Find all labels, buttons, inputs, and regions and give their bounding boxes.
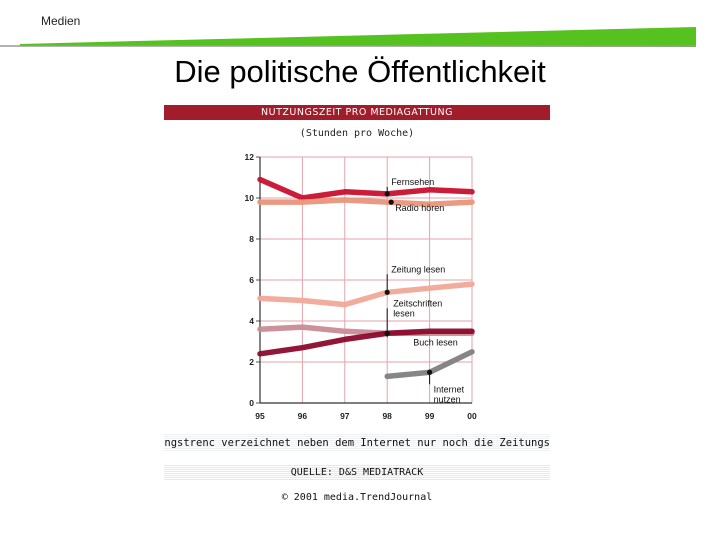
y-tick-label-10: 10 — [245, 193, 255, 203]
series-label-1-0: Radio hören — [395, 203, 444, 213]
series-line-0 — [257, 176, 475, 201]
chart-copyright: © 2001 media.TrendJournal — [281, 492, 433, 503]
x-tick-label-00: 00 — [467, 411, 477, 421]
chart-caption: en Nutzungstrenc verzeichnet neben dem I… — [164, 434, 550, 452]
chart-source: QUELLE: D&S MEDIATRACK — [164, 465, 550, 481]
x-tick-label-97: 97 — [340, 411, 350, 421]
y-tick-label-0: 0 — [249, 398, 254, 408]
series-label-5-0: Internet — [434, 384, 465, 394]
series-label-3-1: lesen — [393, 308, 415, 318]
y-tick-label-12: 12 — [245, 152, 255, 162]
x-tick-label-96: 96 — [298, 411, 308, 421]
marker-4 — [384, 330, 390, 336]
chart-series — [257, 176, 475, 380]
title-rule-green-wedge — [20, 27, 696, 47]
y-tick-label-4: 4 — [249, 316, 254, 326]
series-label-4-0: Buch lesen — [413, 337, 458, 347]
series-label-0-0: Fernsehen — [391, 177, 434, 187]
series-line-2 — [257, 281, 475, 308]
series-label-2-0: Zeitung lesen — [391, 264, 445, 274]
chart-annotations: Fernsehen Radio hören Zeitung lesen Zeitsch… — [384, 177, 465, 404]
chart-figure: NUTZUNGSZEIT PRO MEDIAGATTUNG (Stunden p… — [164, 105, 550, 510]
page-title: Die politische Öffentlichkeit — [174, 54, 546, 89]
series-label-5-1: nutzen — [434, 394, 461, 404]
x-tick-label-95: 95 — [255, 411, 265, 421]
x-tick-label-98: 98 — [382, 411, 392, 421]
y-tick-label-8: 8 — [249, 234, 254, 244]
topic-label: Medien — [41, 14, 81, 28]
x-tick-label-99: 99 — [425, 411, 435, 421]
chart-title: NUTZUNGSZEIT PRO MEDIAGATTUNG — [164, 105, 550, 120]
series-line-4 — [257, 328, 475, 357]
series-line-1 — [257, 197, 475, 207]
chart-subtitle: (Stunden pro Woche) — [299, 128, 415, 139]
series-label-3-0: Zeitschriften — [393, 298, 442, 308]
chart-caption-text: en Nutzungstrenc verzeichnet neben dem I… — [164, 437, 550, 449]
y-tick-label-2: 2 — [249, 357, 254, 367]
y-tick-label-6: 6 — [249, 275, 254, 285]
title-rule — [0, 27, 696, 47]
